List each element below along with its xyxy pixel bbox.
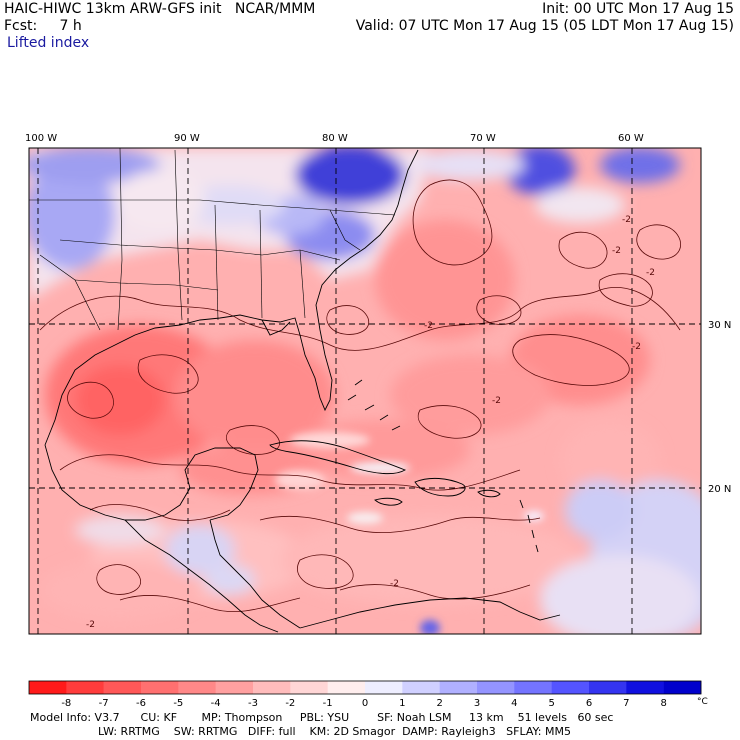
contour-label: -2	[646, 268, 655, 278]
colorbar-tick-label: 1	[399, 698, 405, 709]
contour-label: -2	[632, 342, 641, 352]
axis-labels: 100 W 90 W 80 W 70 W 60 W 30 N 20 N	[25, 133, 731, 495]
colorbar-box	[402, 681, 440, 694]
colorbar-tick-label: 7	[623, 698, 629, 709]
contour-label: -2	[622, 215, 631, 225]
colorbar-tick-label: -8	[61, 698, 71, 709]
colorbar-tick-label: 4	[511, 698, 517, 709]
map-frame	[28, 147, 702, 635]
colorbar-tick-label: -2	[285, 698, 295, 709]
colorbar-box	[253, 681, 291, 694]
colorbar-box	[141, 681, 179, 694]
contour-label: -2	[424, 321, 433, 331]
colorbar-tick-label: -7	[99, 698, 109, 709]
colorbar-frame	[28, 680, 702, 695]
colorbar-tick-label: -1	[323, 698, 333, 709]
contour-label: -2	[492, 396, 501, 406]
colorbar-box	[29, 681, 67, 694]
colorbar-tick-label: -4	[211, 698, 221, 709]
field-shading	[29, 148, 701, 634]
contour-label: -2	[390, 579, 399, 589]
model-info-line2: LW: RRTMG SW: RRTMG DIFF: full KM: 2D Sm…	[98, 725, 571, 738]
colorbar-box	[477, 681, 515, 694]
lat-label: 20 N	[708, 484, 731, 495]
colorbar-tick-label: 8	[660, 698, 666, 709]
lon-label: 80 W	[322, 133, 348, 144]
colorbar-tick-label: 2	[436, 698, 442, 709]
contour-lines	[39, 179, 682, 612]
colorbar-tick-label: -5	[173, 698, 183, 709]
colorbar-box	[290, 681, 328, 694]
lon-label: 90 W	[174, 133, 200, 144]
colorbar-box	[439, 681, 478, 694]
colorbar-tick-label: 5	[548, 698, 554, 709]
colorbar-tick-label: 0	[362, 698, 368, 709]
colorbar-box	[551, 681, 590, 694]
header-title: HAIC-HIWC 13km ARW-GFS init NCAR/MMM	[4, 1, 316, 17]
colorbar-tick-label: -3	[248, 698, 258, 709]
colorbar-tick-label: -6	[136, 698, 146, 709]
graticule	[29, 148, 701, 634]
coastlines	[44, 149, 561, 633]
colorbar-box	[215, 681, 254, 694]
colorbar-tick-label: 6	[586, 698, 592, 709]
colorbar-boxes	[28, 680, 702, 695]
header-init: Init: 00 UTC Mon 17 Aug 15	[542, 1, 734, 17]
contour-labels: -2 -2 -2 -2 -2 -2 -2 -2	[86, 215, 655, 630]
colorbar-box	[514, 681, 552, 694]
colorbar-box	[103, 681, 142, 694]
colorbar-labels: -8 -7 -6 -5 -4 -3 -2 -1 0 1 2 3 4 5 6 7 8	[61, 698, 667, 709]
header-valid-time: Valid: 07 UTC Mon 17 Aug 15 (05 LDT Mon …	[355, 18, 734, 34]
colorbar-box	[663, 681, 702, 694]
header-forecast-hour: Fcst: 7 h	[4, 18, 82, 34]
lon-label: 70 W	[470, 133, 496, 144]
lon-label: 100 W	[25, 133, 57, 144]
state-borders	[29, 148, 396, 331]
colorbar-tick-label: 3	[474, 698, 480, 709]
lat-label: 30 N	[708, 320, 731, 331]
model-info-line1: Model Info: V3.7 CU: KF MP: Thompson PBL…	[30, 711, 614, 724]
colorbar-box	[327, 681, 366, 694]
colorbar-box	[178, 681, 216, 694]
contour-label: -2	[612, 246, 621, 256]
colorbar-box	[589, 681, 627, 694]
colorbar-box	[66, 681, 104, 694]
lon-label: 60 W	[618, 133, 644, 144]
contour-label: -2	[86, 620, 95, 630]
colorbar-box	[365, 681, 403, 694]
colorbar-box	[626, 681, 664, 694]
field-name: Lifted index	[7, 35, 90, 51]
colorbar-unit: °C	[697, 697, 708, 707]
